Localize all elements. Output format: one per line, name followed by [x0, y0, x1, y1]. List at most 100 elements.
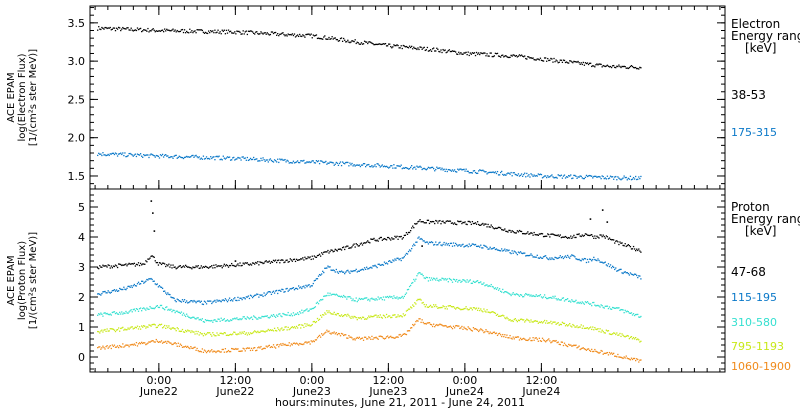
- electron-series-point: [536, 58, 538, 60]
- electron-series-point: [625, 67, 627, 69]
- electron-series-point: [234, 31, 236, 33]
- proton-series-point: [217, 350, 219, 352]
- proton-series-point: [635, 273, 637, 276]
- proton-series-point: [329, 250, 331, 253]
- electron-series-point: [359, 43, 362, 45]
- electron-series-point: [326, 38, 328, 40]
- proton-series-point: [436, 323, 438, 326]
- proton-series-point: [536, 254, 538, 256]
- proton-series-point: [396, 257, 398, 259]
- electron-series-point: [379, 166, 381, 168]
- proton-series-point: [508, 249, 510, 251]
- electron-series-point: [578, 62, 580, 64]
- electron-legend-title-line: [keV]: [745, 41, 776, 55]
- proton-series-point: [633, 273, 636, 275]
- proton-series-point: [551, 323, 553, 325]
- electron-series-point: [361, 164, 364, 166]
- proton-series-point: [614, 355, 616, 357]
- proton-series-point: [534, 256, 536, 258]
- proton-series-point: [226, 319, 229, 321]
- proton-series-point: [186, 313, 188, 315]
- electron-series-point: [597, 176, 599, 178]
- proton-series-point: [636, 248, 638, 250]
- electron-series-point: [337, 164, 340, 167]
- electron-series-point: [565, 176, 568, 178]
- proton-series-point: [571, 299, 573, 301]
- proton-series-point: [422, 240, 424, 242]
- proton-series-point: [425, 323, 427, 325]
- proton-series-point: [611, 353, 614, 355]
- proton-series-point: [460, 245, 462, 247]
- proton-series-point: [412, 323, 414, 326]
- proton-series-point: [558, 299, 560, 301]
- electron-series-point: [115, 153, 118, 155]
- electron-series-point: [584, 176, 587, 178]
- proton-series-point: [199, 350, 201, 352]
- electron-series-point: [606, 175, 609, 177]
- proton-series-point: [109, 292, 111, 294]
- electron-series-point: [116, 28, 119, 30]
- electron-series-point: [370, 166, 372, 168]
- proton-series-point: [277, 315, 279, 317]
- proton-series-point: [478, 307, 480, 309]
- proton-series-point: [334, 294, 336, 296]
- proton-series-point: [427, 280, 430, 282]
- proton-series-point: [616, 240, 618, 242]
- electron-series-point: [242, 30, 244, 32]
- electron-series-point: [469, 52, 471, 54]
- proton-series-point: [153, 256, 155, 258]
- electron-series-point: [553, 177, 555, 179]
- proton-series-point: [616, 332, 618, 334]
- electron-series-point: [394, 44, 396, 47]
- electron-series-point: [240, 33, 242, 35]
- proton-series-point: [549, 340, 551, 342]
- proton-series-point: [366, 241, 368, 243]
- proton-series-point: [301, 258, 303, 260]
- proton-series-point: [571, 237, 573, 239]
- electron-series-point: [142, 30, 144, 32]
- electron-series-point: [223, 157, 225, 159]
- proton-series-point: [422, 221, 424, 223]
- proton-series-point: [441, 306, 443, 309]
- electron-series-point: [620, 179, 622, 181]
- proton-series-point: [113, 344, 116, 346]
- proton-series-point: [633, 338, 636, 340]
- electron-series-point: [493, 55, 496, 57]
- electron-series-point: [630, 64, 633, 67]
- proton-series-point: [249, 349, 252, 352]
- proton-series-point: [548, 322, 550, 324]
- proton-series-point: [292, 342, 295, 345]
- proton-series-point: [591, 260, 593, 262]
- proton-series-point: [301, 287, 303, 290]
- proton-series-point: [121, 264, 123, 267]
- electron-series-point: [231, 32, 233, 34]
- electron-series-point: [397, 44, 399, 47]
- proton-series-point: [337, 248, 340, 250]
- electron-series-point: [158, 30, 161, 32]
- proton-series-point: [279, 330, 281, 332]
- electron-series-point: [107, 27, 109, 29]
- proton-series-point: [464, 327, 466, 330]
- proton-series-point: [359, 316, 362, 319]
- electron-series-point: [388, 167, 390, 169]
- proton-series-point: [397, 314, 399, 316]
- electron-series-point: [205, 156, 208, 158]
- electron-series-point: [132, 155, 134, 157]
- proton-series-point: [308, 284, 310, 286]
- proton-series-point: [539, 256, 542, 258]
- proton-series-point: [443, 222, 445, 224]
- proton-series-point: [620, 308, 622, 311]
- x-tick-label-date: June24: [521, 385, 560, 398]
- electron-series-point: [245, 30, 247, 32]
- proton-series-point: [243, 263, 245, 265]
- electron-series-point: [367, 164, 369, 166]
- proton-series-point: [433, 323, 435, 325]
- proton-series-point: [400, 259, 402, 262]
- electron-series-point: [427, 50, 430, 52]
- proton-series-point: [509, 293, 511, 295]
- proton-series-point: [573, 255, 575, 257]
- proton-series-point: [395, 236, 397, 239]
- proton-series-point: [238, 299, 240, 302]
- proton-series-point: [338, 295, 341, 297]
- proton-series-point: [298, 313, 300, 316]
